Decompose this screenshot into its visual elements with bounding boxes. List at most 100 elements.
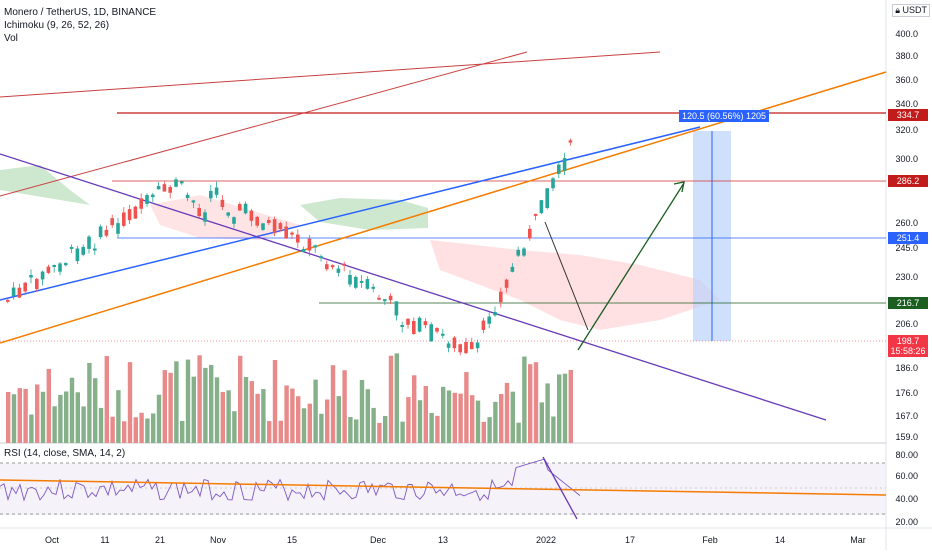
rsi-axis-label: 20.00 bbox=[895, 517, 918, 527]
lock-icon: 🔒︎ bbox=[895, 5, 900, 15]
price-tag: 251.4 bbox=[888, 232, 928, 244]
candle-body bbox=[551, 178, 555, 189]
volume-bar bbox=[40, 391, 46, 443]
volume-bar bbox=[348, 416, 353, 443]
projection-arrow bbox=[577, 182, 685, 351]
volume-bar bbox=[17, 388, 22, 443]
candle-body bbox=[435, 327, 439, 332]
volume-bar bbox=[464, 372, 469, 443]
volume-bar bbox=[342, 370, 347, 443]
candle-body bbox=[203, 212, 207, 222]
candle-body bbox=[191, 200, 196, 203]
candle-body bbox=[278, 223, 283, 230]
candle-body bbox=[243, 203, 248, 214]
candle-body bbox=[122, 212, 126, 226]
candle-body bbox=[464, 341, 468, 354]
rsi-trendline-orange bbox=[0, 479, 887, 496]
price-axis-label: 159.0 bbox=[895, 432, 918, 442]
price-axis-label: 340.0 bbox=[895, 99, 918, 109]
candle-body bbox=[64, 263, 68, 266]
rsi-axis-label: 80.00 bbox=[895, 450, 918, 460]
volume-bar bbox=[81, 406, 86, 443]
price-axis-label: 186.0 bbox=[895, 363, 918, 373]
candle-body bbox=[174, 179, 178, 187]
volume-bar bbox=[551, 416, 556, 443]
candle-body bbox=[69, 246, 74, 249]
volume-bar bbox=[174, 361, 179, 443]
trendline-blue bbox=[0, 126, 701, 301]
currency-selector[interactable]: 🔒︎ USDT bbox=[892, 4, 930, 17]
volume-bar bbox=[481, 421, 486, 443]
candle-body bbox=[255, 216, 259, 226]
volume-bar bbox=[383, 416, 388, 443]
volume-bar bbox=[417, 400, 423, 443]
volume-bar bbox=[504, 382, 510, 443]
volume-bar bbox=[470, 395, 475, 443]
volume-bar bbox=[313, 379, 318, 443]
candle-body bbox=[145, 195, 149, 204]
volume-bar bbox=[127, 362, 133, 443]
volume-bar bbox=[197, 355, 202, 443]
candle-body bbox=[6, 299, 10, 302]
ichimoku-legend[interactable]: Ichimoku (9, 26, 52, 26) bbox=[4, 20, 110, 31]
candle-body bbox=[75, 248, 80, 262]
candle-body bbox=[290, 232, 294, 235]
volume-bar bbox=[330, 365, 336, 443]
rsi-axis-label: 60.00 bbox=[895, 471, 918, 481]
volume-bar bbox=[122, 421, 127, 443]
candle-body bbox=[423, 321, 428, 326]
volume-bar bbox=[238, 355, 243, 443]
volume-bar bbox=[75, 392, 80, 443]
volume-bar bbox=[156, 394, 162, 443]
candle-body bbox=[493, 311, 497, 316]
candle-body bbox=[17, 287, 22, 298]
price-axis-label: 400.0 bbox=[895, 29, 918, 39]
volume-bar bbox=[336, 396, 341, 443]
candle-body bbox=[377, 297, 381, 300]
volume-bar bbox=[116, 390, 121, 443]
candle-body bbox=[238, 204, 242, 211]
candle-body bbox=[185, 194, 190, 199]
candle-body bbox=[336, 268, 341, 273]
rsi-trendline-purple bbox=[542, 456, 578, 520]
candle-body bbox=[470, 342, 474, 350]
candle-body bbox=[313, 245, 317, 248]
volume-bar bbox=[261, 389, 266, 443]
time-axis-label: 17 bbox=[624, 535, 636, 545]
volume-bar bbox=[69, 377, 75, 443]
price-tag: 334.7 bbox=[888, 109, 928, 121]
volume-legend[interactable]: Vol bbox=[4, 33, 18, 44]
volume-bar bbox=[296, 396, 301, 443]
candle-body bbox=[23, 282, 27, 292]
price-axis-label: 206.0 bbox=[895, 319, 918, 329]
volume-bar bbox=[220, 391, 225, 443]
time-axis-label: 14 bbox=[774, 535, 786, 545]
candle-body bbox=[180, 181, 184, 184]
volume-bar bbox=[243, 376, 249, 443]
projection-arrowhead bbox=[673, 181, 685, 193]
price-tag: 198.7 bbox=[888, 335, 928, 347]
candle-body bbox=[284, 226, 288, 239]
volume-bar bbox=[87, 362, 92, 443]
symbol-title: Monero / TetherUS, 1D, BINANCE bbox=[4, 7, 157, 18]
volume-bar bbox=[284, 385, 289, 443]
volume-bar bbox=[267, 421, 272, 443]
rsi-legend[interactable]: RSI (14, close, SMA, 14, 2) bbox=[4, 448, 126, 459]
candle-body bbox=[127, 209, 132, 221]
volume-bar bbox=[307, 403, 312, 443]
candle-body bbox=[249, 210, 254, 221]
volume-bar bbox=[388, 355, 394, 443]
volume-bar bbox=[151, 413, 156, 443]
candle-body bbox=[156, 186, 161, 190]
volume-bar bbox=[98, 407, 104, 443]
rsi-line bbox=[0, 458, 581, 502]
candle-body bbox=[296, 234, 300, 243]
candle-body bbox=[568, 140, 573, 143]
volume-bar bbox=[371, 407, 376, 443]
volume-bar bbox=[214, 377, 220, 443]
volume-bar bbox=[446, 390, 452, 443]
candle-body bbox=[516, 249, 520, 256]
rsi-axis-label: 40.00 bbox=[895, 494, 918, 504]
